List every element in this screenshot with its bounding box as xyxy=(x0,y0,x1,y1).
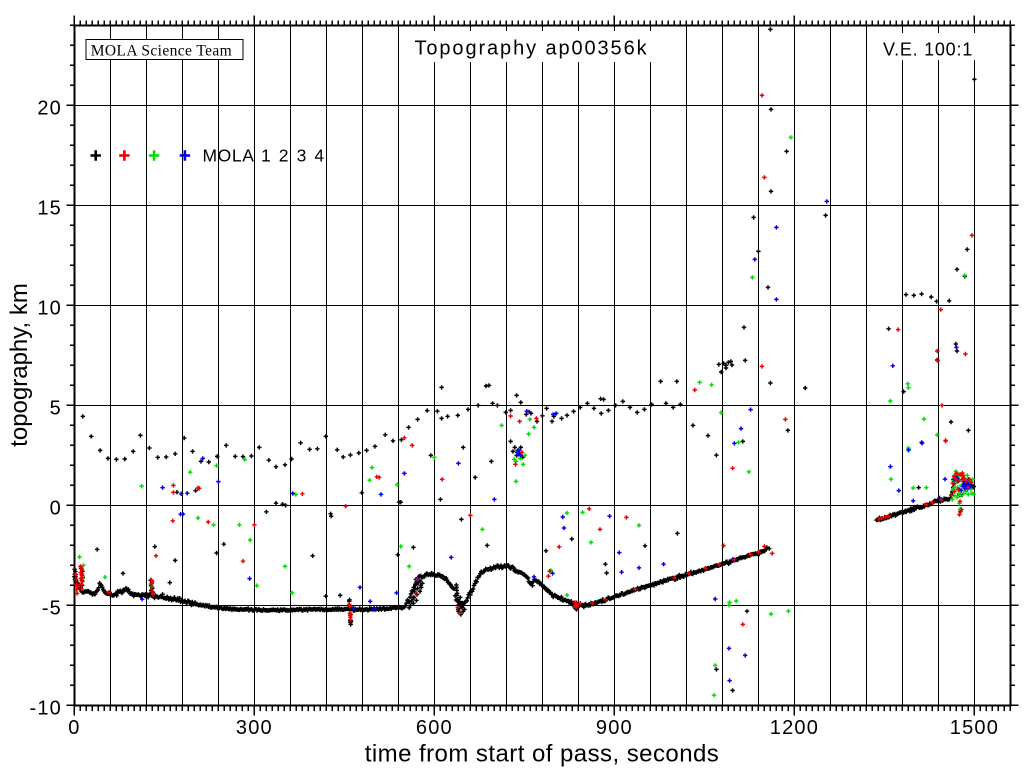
svg-text:900: 900 xyxy=(596,717,633,739)
svg-text:20: 20 xyxy=(37,97,62,119)
svg-text:0: 0 xyxy=(68,717,80,739)
svg-text:0: 0 xyxy=(50,497,62,519)
svg-text:Topography ap00356k: Topography ap00356k xyxy=(414,38,648,60)
svg-text:-10: -10 xyxy=(29,697,62,719)
svg-text:1200: 1200 xyxy=(770,717,819,739)
svg-text:600: 600 xyxy=(416,717,453,739)
svg-text:300: 300 xyxy=(236,717,273,739)
svg-text:5: 5 xyxy=(50,397,62,419)
svg-text:15: 15 xyxy=(37,197,62,219)
svg-text:V.E. 100:1: V.E. 100:1 xyxy=(883,40,973,60)
svg-text:1500: 1500 xyxy=(950,717,999,739)
svg-text:MOLA 1 2 3 4: MOLA 1 2 3 4 xyxy=(203,146,325,166)
svg-text:MOLA Science Team: MOLA Science Team xyxy=(91,43,232,60)
svg-text:-5: -5 xyxy=(42,597,62,619)
svg-text:10: 10 xyxy=(37,297,62,319)
svg-text:time from start of pass, secon: time from start of pass, seconds xyxy=(365,741,720,768)
svg-text:topography, km: topography, km xyxy=(6,283,33,447)
